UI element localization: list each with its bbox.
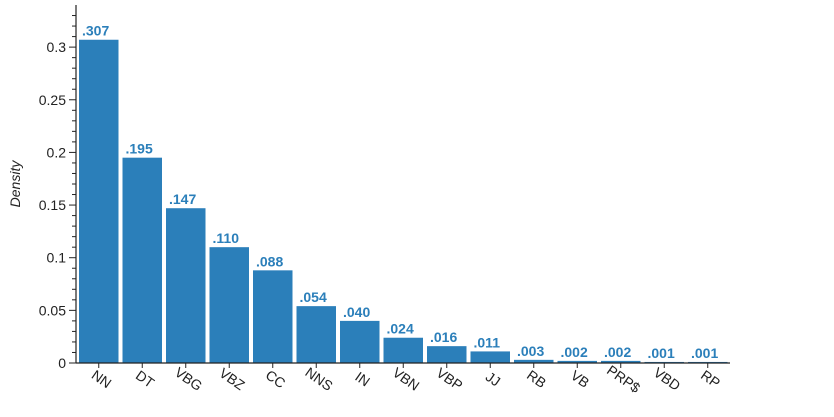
x-category-label: VBP (434, 364, 466, 393)
x-category-label: JJ (483, 368, 504, 389)
bar-value-label: .054 (300, 289, 327, 305)
bar-jj (470, 351, 510, 363)
bar-vbp (427, 346, 467, 363)
bars-group (79, 39, 728, 363)
bar-cc (253, 270, 293, 363)
bar-vbz (209, 247, 249, 363)
x-category-label: NN (89, 367, 115, 392)
x-category-label: VBN (390, 364, 423, 394)
bar-value-label: .195 (126, 141, 153, 157)
x-category-label: DT (133, 367, 158, 391)
x-category-label: IN (352, 368, 373, 389)
bar-value-label: .002 (604, 344, 631, 360)
bar-value-label: .110 (213, 230, 240, 246)
x-category-label: RP (698, 367, 723, 391)
x-category-label: PRP$ (604, 362, 643, 396)
bar-in (340, 320, 380, 363)
y-tick-label: 0 (58, 355, 66, 371)
x-category-label: VBD (651, 364, 684, 394)
y-tick-label: 0.1 (47, 250, 67, 266)
x-category-label: VBZ (216, 365, 248, 394)
y-tick-label: 0.15 (39, 197, 66, 213)
value-labels-group: .307 .195 .147 .110 .088 .054 .040 .024 .016 .011… (82, 23, 718, 361)
y-tick-label: 0.2 (47, 144, 67, 160)
bar-value-label: .011 (474, 334, 501, 350)
x-category-label: RB (524, 367, 549, 391)
bar-value-label: .024 (387, 321, 414, 337)
bar-value-label: .088 (256, 253, 283, 269)
bar-value-label: .147 (169, 191, 196, 207)
bar-value-label: .307 (82, 23, 109, 39)
bar-value-label: .002 (561, 344, 588, 360)
bar-nns (296, 306, 336, 363)
x-category-label: VBG (172, 364, 205, 394)
bar-vbn (383, 337, 423, 363)
y-tick-label: 0.25 (39, 92, 66, 108)
bar-nn (79, 39, 119, 363)
x-category-label: CC (263, 367, 289, 392)
bar-value-label: .001 (691, 345, 718, 361)
bar-value-label: .003 (517, 343, 544, 359)
bar-vbg (166, 208, 206, 363)
bar-prp (601, 360, 641, 363)
bar-dt (122, 157, 162, 363)
bar-value-label: .001 (648, 345, 675, 361)
x-category-label: VB (568, 367, 592, 391)
y-tick-label: 0.3 (47, 39, 67, 55)
bar-value-label: .016 (430, 329, 457, 345)
bar-vb (557, 360, 597, 363)
bar-value-label: .040 (343, 304, 370, 320)
x-axis-ticks: NN DT VBG VBZ CC NNS IN VBN VBP JJ RB VB PRP$ VBD RP (89, 362, 723, 396)
x-category-label: NNS (302, 364, 335, 394)
y-axis-title: Density (7, 160, 23, 208)
bar-rb (514, 359, 554, 363)
y-axis-ticks: 0 0.05 0.1 0.15 0.2 0.25 0.3 (39, 15, 76, 371)
y-tick-label: 0.05 (39, 302, 66, 318)
